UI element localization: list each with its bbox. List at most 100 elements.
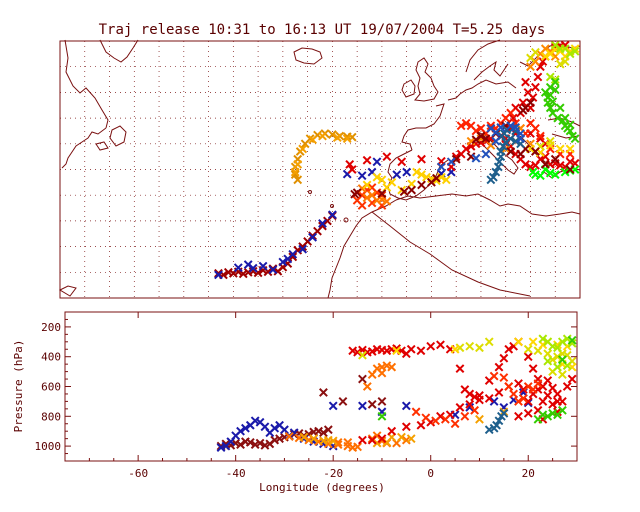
- map-point: [535, 131, 545, 141]
- map-point: [531, 123, 540, 133]
- map-point: [553, 113, 563, 123]
- pressure-point: [538, 334, 548, 344]
- map-point: [372, 172, 382, 182]
- map-panel: [58, 39, 581, 299]
- pressure-point: [358, 374, 367, 384]
- x-tick-label: 0: [427, 467, 434, 480]
- pressure-point: [492, 420, 501, 430]
- map-point: [486, 121, 496, 131]
- pressure-point: [460, 411, 470, 421]
- pressure-point: [553, 352, 562, 362]
- map-point: [491, 167, 501, 177]
- pressure-point: [499, 353, 509, 363]
- pressure-point: [533, 414, 543, 424]
- y-tick-label: 400: [41, 351, 61, 364]
- pressure-point: [557, 370, 567, 379]
- pressure-point: [436, 340, 445, 350]
- pressure-point: [514, 396, 523, 406]
- pressure-point: [416, 420, 426, 430]
- pressure-point: [475, 391, 484, 400]
- pressure-axes: -60 -40 -20 0 20 200 400 600 800 1000: [35, 311, 578, 480]
- pressure-point: [494, 416, 504, 426]
- pressure-point: [518, 385, 528, 394]
- coastline-greenland: [99, 39, 139, 63]
- map-point: [362, 193, 372, 203]
- map-point: [278, 257, 288, 267]
- map-point: [521, 159, 530, 169]
- map-point: [560, 113, 570, 123]
- coastline-newfoundland: [109, 125, 127, 147]
- map-point: [298, 144, 308, 154]
- map-point: [506, 134, 516, 144]
- pressure-point: [299, 432, 309, 442]
- map-point: [377, 189, 387, 199]
- pressure-point: [392, 346, 401, 356]
- map-point: [496, 147, 506, 156]
- map-point: [565, 120, 575, 130]
- map-point: [362, 155, 372, 165]
- x-axis-label: Longitude (degrees): [259, 481, 385, 494]
- map-point: [357, 171, 367, 181]
- pressure-trajectory-points: [216, 334, 577, 453]
- pressure-point: [455, 364, 465, 374]
- map-point: [290, 170, 300, 180]
- map-point: [290, 167, 300, 177]
- pressure-point: [270, 423, 280, 433]
- map-point: [268, 265, 278, 275]
- pressure-point: [567, 335, 577, 345]
- pressure-point: [465, 341, 475, 351]
- pressure-point: [543, 391, 553, 400]
- pressure-point: [484, 425, 494, 435]
- pressure-point: [421, 413, 431, 423]
- pressure-point: [406, 434, 416, 444]
- pressure-point: [557, 337, 567, 347]
- pressure-point: [319, 428, 328, 438]
- coastline-us-east: [61, 127, 107, 169]
- coastline-north-africa: [327, 193, 581, 299]
- map-point: [308, 135, 317, 145]
- map-point: [545, 90, 555, 100]
- pressure-point: [406, 344, 416, 354]
- pressure-point: [475, 414, 484, 424]
- pressure-point: [377, 396, 387, 406]
- pressure-point: [504, 344, 514, 354]
- pressure-point: [431, 416, 441, 426]
- pressure-point: [236, 440, 245, 450]
- map-point: [347, 165, 357, 174]
- map-point: [417, 154, 426, 164]
- map-point: [508, 113, 518, 123]
- pressure-point: [387, 426, 397, 436]
- pressure-point: [499, 407, 509, 417]
- map-point: [456, 121, 466, 131]
- pressure-point: [543, 376, 553, 385]
- pressure-point: [553, 396, 562, 406]
- pressure-point: [455, 402, 465, 412]
- pressure-point: [309, 434, 319, 444]
- pressure-point: [489, 371, 499, 381]
- map-point: [431, 173, 441, 183]
- map-point: [540, 87, 550, 97]
- map-point: [367, 190, 377, 200]
- pressure-point: [523, 382, 533, 391]
- map-point: [377, 194, 387, 204]
- pressure-point: [450, 419, 460, 429]
- map-point: [570, 46, 580, 56]
- pressure-point: [401, 422, 411, 432]
- map-point: [496, 122, 506, 132]
- pressure-point: [416, 346, 426, 356]
- map-point: [531, 47, 540, 57]
- coastline-nova-scotia: [95, 141, 109, 151]
- map-point: [550, 154, 560, 164]
- map-point: [412, 167, 421, 177]
- border-africa-interior: [371, 211, 531, 297]
- pressure-point: [362, 382, 372, 391]
- map-point: [342, 134, 352, 144]
- coastline-ireland: [401, 79, 416, 98]
- map-point: [350, 189, 360, 199]
- pressure-point: [553, 410, 562, 420]
- map-point: [481, 134, 491, 144]
- pressure-point: [450, 344, 460, 354]
- x-tick-label: 20: [522, 467, 535, 480]
- pressure-point: [328, 401, 338, 411]
- map-point: [518, 98, 528, 108]
